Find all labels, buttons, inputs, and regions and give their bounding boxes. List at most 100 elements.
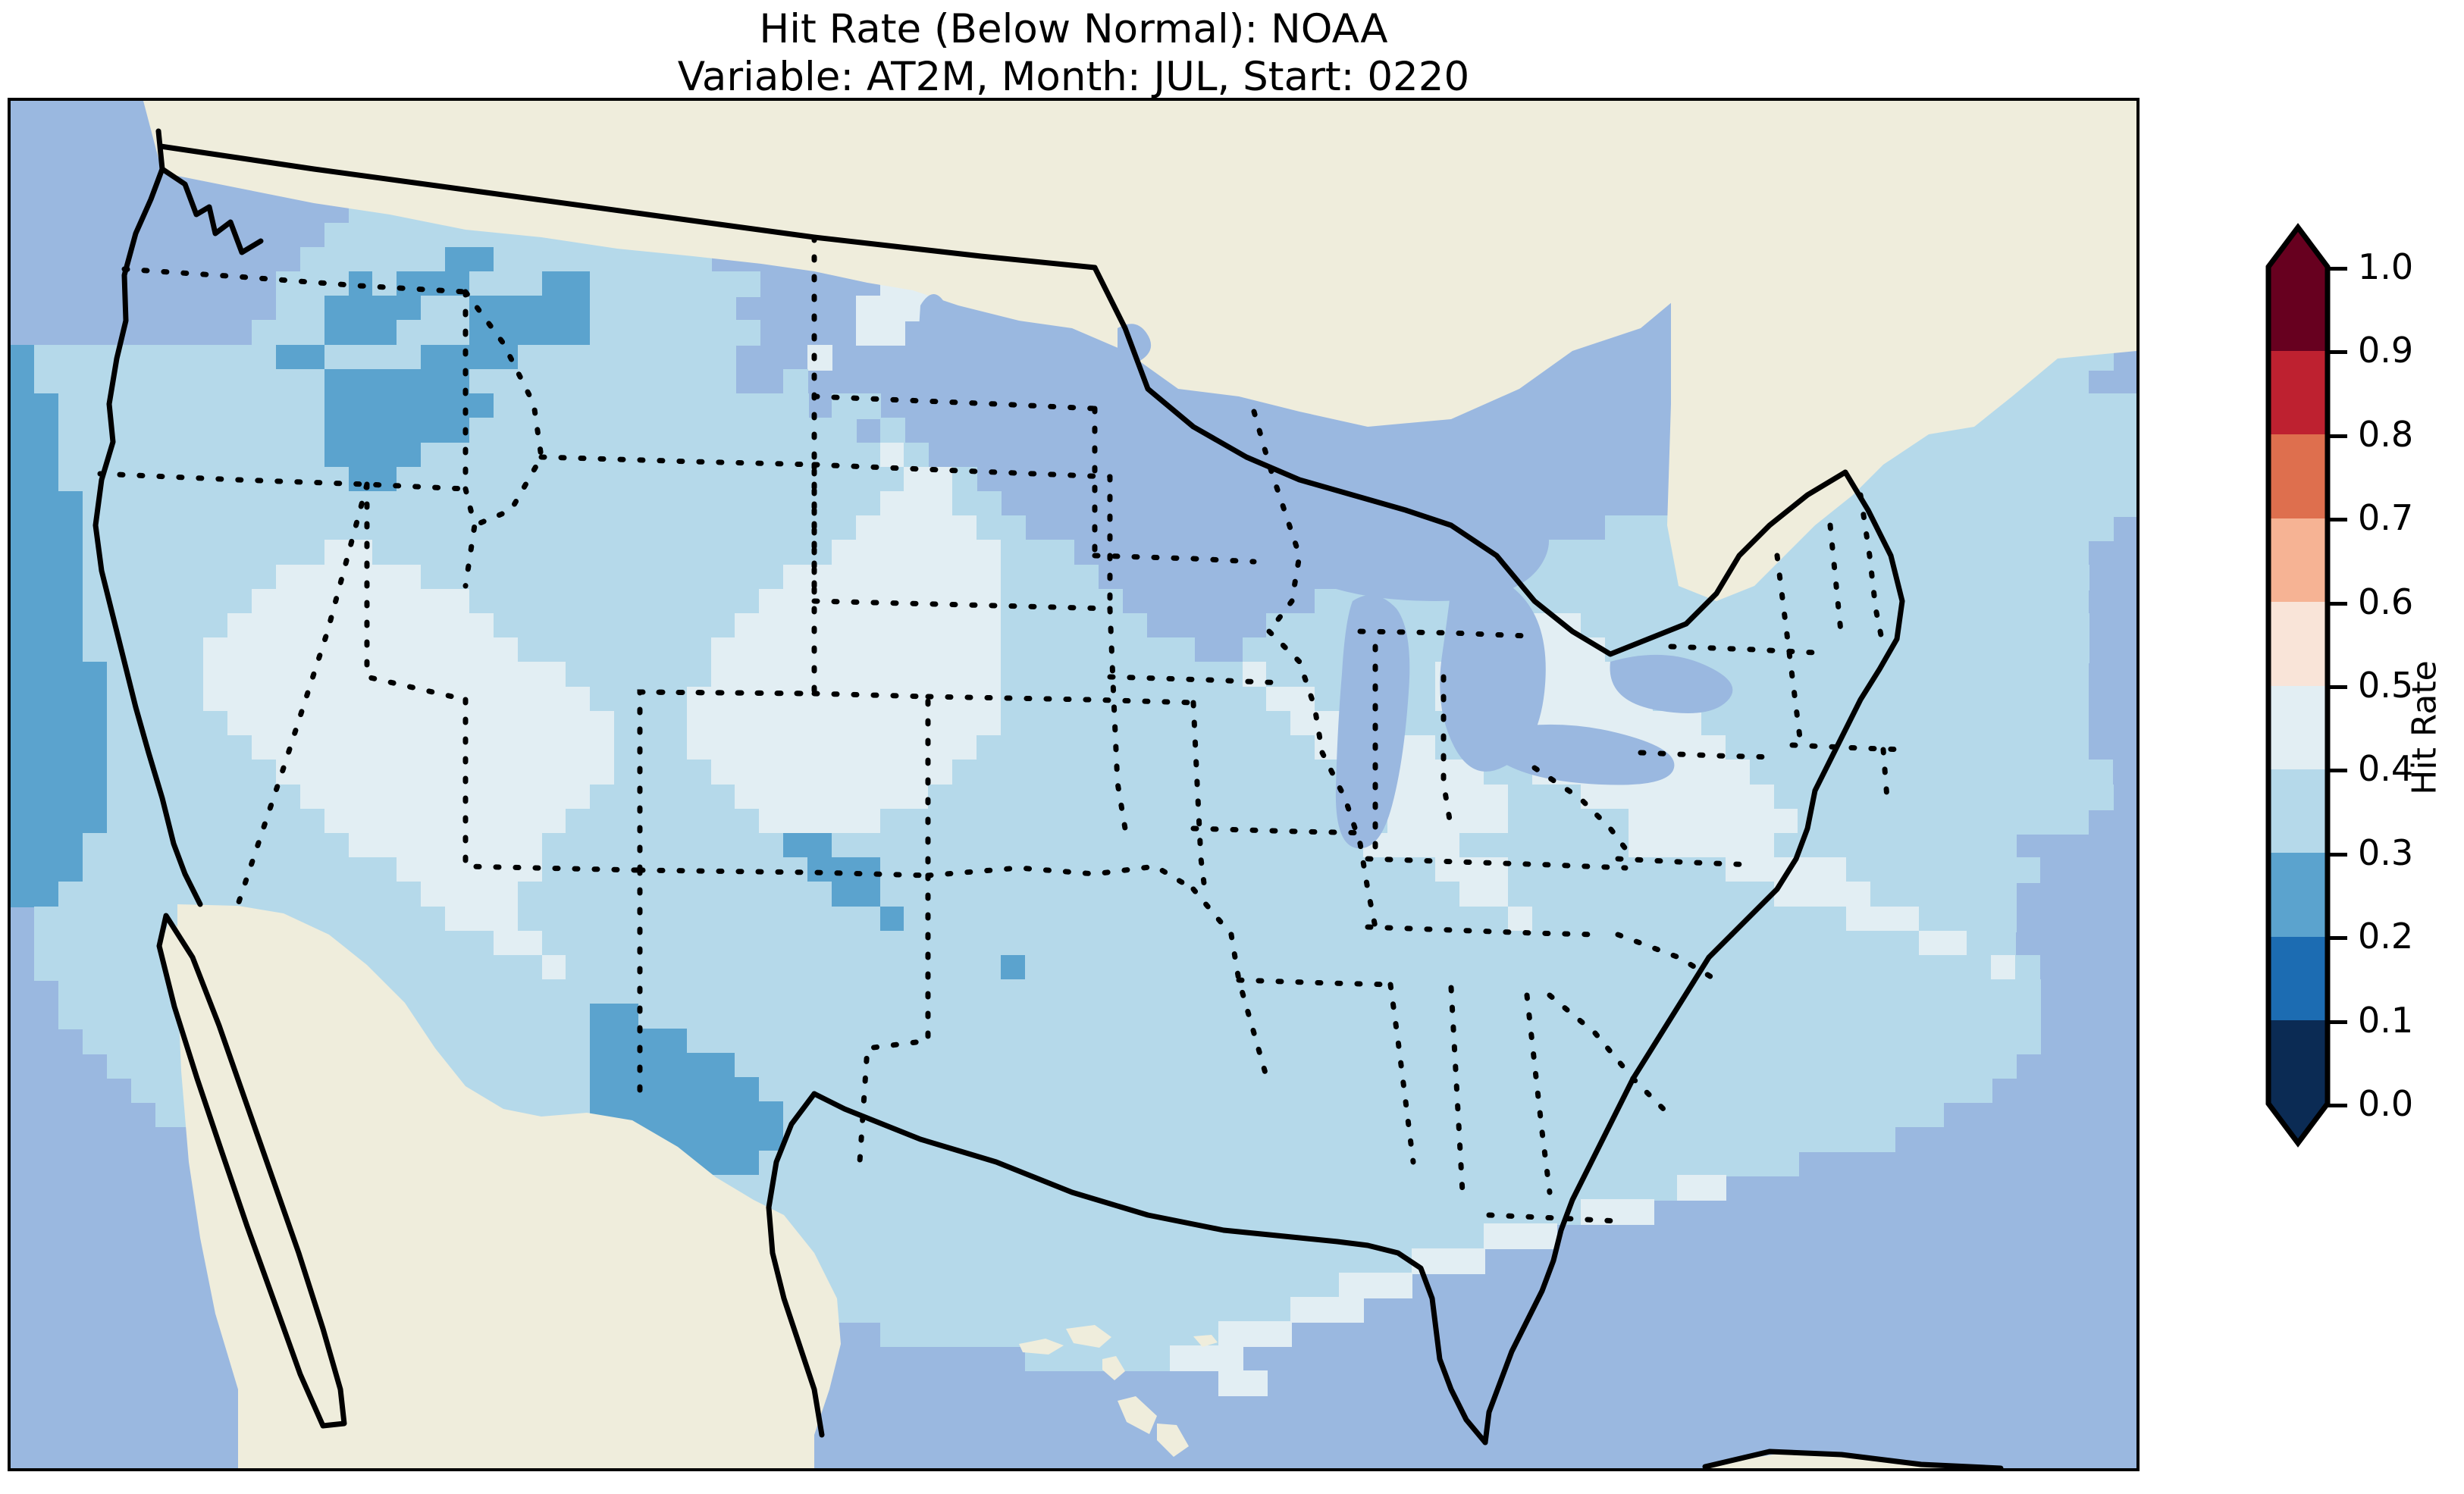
border-sc-nc	[1615, 932, 1719, 983]
colorbar-ticklabel-0.9: 0.9	[2358, 330, 2414, 371]
colorbar-band-0.7-0.8	[2268, 434, 2328, 518]
lake-michigan	[1335, 595, 1410, 849]
colorbar-band-0.4-0.5	[2268, 685, 2328, 769]
border-ga-fl	[1486, 1212, 1621, 1224]
state-borders-layer	[97, 234, 1909, 1224]
atlantic-coastline	[1482, 932, 1735, 1445]
border-il-mo	[1319, 750, 1378, 930]
cuba-landmass	[1709, 1454, 1997, 1468]
border-ia-il	[1266, 628, 1325, 756]
border-sd-ne	[811, 462, 1113, 480]
border-nv-ca	[235, 481, 370, 907]
colorbar-ticklabel-0.2: 0.2	[2358, 916, 2414, 957]
border-oh-wv-va	[1531, 765, 1636, 862]
great-lakes	[917, 294, 1733, 849]
border-ky-tn	[1365, 856, 1629, 871]
border-ct-ri	[1880, 747, 1890, 801]
map-geography-layer	[92, 101, 2136, 1468]
border-ut-co	[637, 689, 817, 873]
colorbar-bands	[2268, 267, 2328, 1104]
colorbar-band-0.5-0.6	[2268, 601, 2328, 686]
map-canvas-wrapper	[11, 101, 2136, 1468]
border-la-ms	[1387, 982, 1416, 1165]
border-al-ga	[1524, 992, 1553, 1195]
baja-outline	[156, 913, 347, 1429]
pacific-coastline	[92, 128, 203, 907]
colorbar-tick-0.2	[2328, 936, 2347, 941]
border-ia-mo	[1107, 674, 1287, 686]
border-mi-in-oh	[1357, 628, 1530, 639]
lake-winnipeg	[917, 294, 954, 399]
border-co-ks	[811, 691, 931, 879]
border-vt-nh	[1827, 522, 1845, 642]
colorbar-over-arrow	[2268, 227, 2328, 267]
canada-landmass	[143, 101, 2136, 427]
colorbar[interactable]: Hit Rate 1.0 0.9 0.8 0.7 0.6 0.5 0.4 0.3 0.2 0.1 0…	[2265, 223, 2458, 1228]
border-ok-tx	[925, 863, 1196, 892]
us-canada-border-west	[158, 143, 1098, 271]
mexico-coastline	[766, 1091, 825, 1438]
border-in-oh	[1440, 674, 1454, 832]
colorbar-ticklabel-0.8: 0.8	[2358, 413, 2414, 455]
border-ok-ar	[1190, 700, 1208, 892]
cuba-outline	[1702, 1449, 2004, 1468]
border-ga-sc	[1547, 992, 1674, 1120]
page-title: Hit Rate (Below Normal): NOAA Variable: …	[677, 6, 1470, 100]
border-ms-al	[1448, 985, 1466, 1195]
border-ut-az	[462, 697, 643, 873]
colorbar-band-0.0-0.1	[2268, 1019, 2328, 1104]
colorbar-tick-0.5	[2328, 685, 2347, 689]
maine-coastline	[1729, 469, 1905, 938]
lake-huron	[1440, 576, 1546, 772]
border-id-mt	[462, 289, 544, 528]
colorbar-tick-0.1	[2328, 1019, 2347, 1024]
border-wa-or	[121, 266, 469, 295]
border-nv-ut	[364, 481, 469, 703]
colorbar-tick-1.0	[2328, 267, 2347, 271]
colorbar-ticklabel-0.0: 0.0	[2358, 1083, 2414, 1124]
map-axes	[8, 98, 2140, 1471]
border-ma-ct	[1789, 742, 1909, 753]
canada-northeast	[1667, 173, 2136, 601]
colorbar-tick-0.8	[2328, 434, 2347, 438]
colorbar-tick-0.3	[2328, 852, 2347, 857]
border-ks-mo	[1107, 606, 1128, 832]
border-pa-md	[1638, 750, 1780, 760]
border-tn-ms-al	[1365, 924, 1598, 938]
colorbar-tick-0.4	[2328, 769, 2347, 773]
border-tx-la	[1190, 886, 1272, 1089]
border-nm-tx	[857, 872, 931, 1165]
colorbar-band-0.2-0.3	[2268, 852, 2328, 937]
border-or-ca	[97, 471, 469, 492]
colorbar-ticklabel-0.5: 0.5	[2358, 665, 2414, 706]
caribbean-islands	[1019, 1325, 1218, 1457]
lake-ontario	[1610, 654, 1733, 713]
mexico-landmass	[177, 904, 841, 1468]
colorbar-band-0.6-0.7	[2268, 518, 2328, 603]
border-id-west	[462, 289, 478, 589]
colorbar-ticklabel-1.0: 1.0	[2358, 246, 2414, 287]
us-canada-border-east	[1092, 265, 1848, 657]
border-wy-co	[637, 462, 817, 697]
colorbar-tick-0.6	[2328, 601, 2347, 606]
baja-california	[158, 919, 344, 1427]
lake-erie	[1497, 724, 1675, 785]
colorbar-tick-0.0	[2328, 1104, 2347, 1107]
coastline-layer	[92, 128, 2004, 1468]
border-ks-ok	[925, 694, 1196, 706]
colorbar-tick-0.9	[2328, 350, 2347, 355]
gulf-coastline	[811, 1091, 1488, 1445]
border-mt-wy	[538, 454, 817, 468]
colorbar-ticklabel-0.3: 0.3	[2358, 832, 2414, 873]
puget-sound	[159, 166, 264, 255]
colorbar-tick-0.7	[2328, 518, 2347, 522]
colorbar-extend-arrows-outline	[2265, 223, 2331, 1148]
border-ar-la	[1236, 977, 1393, 988]
colorbar-ticklabel-0.1: 0.1	[2358, 999, 2414, 1041]
lake-superior	[1250, 456, 1549, 601]
border-mn-ia	[1092, 553, 1257, 565]
colorbar-under-arrow	[2268, 1104, 2328, 1143]
border-ny-ne	[1774, 553, 1803, 741]
colorbar-band-0.3-0.4	[2268, 769, 2328, 853]
border-nc-va	[1615, 856, 1757, 868]
